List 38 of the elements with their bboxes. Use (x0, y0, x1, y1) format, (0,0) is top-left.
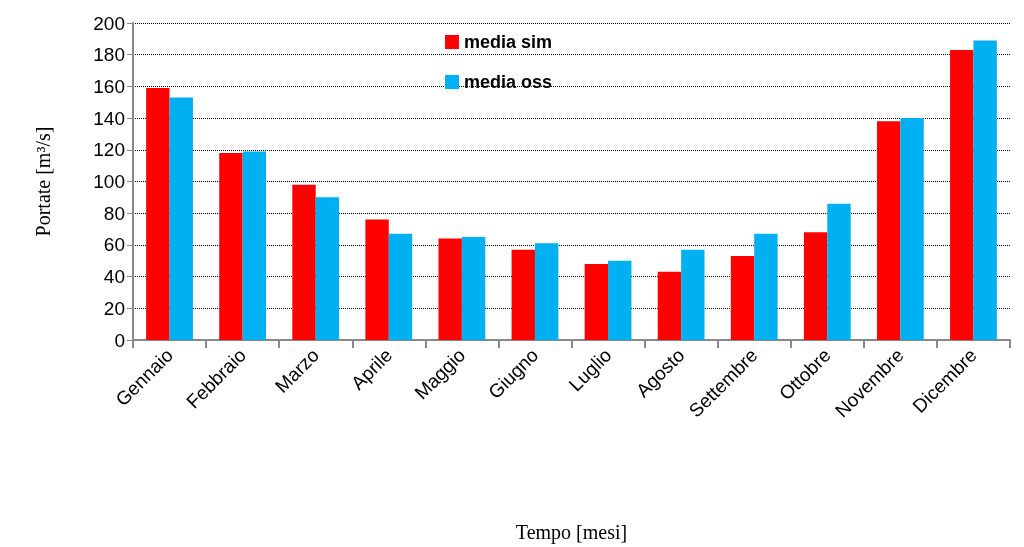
y-tick-label: 0 (114, 329, 125, 351)
y-axis-title: Portate [m³/s] (32, 126, 54, 237)
bar (584, 263, 609, 340)
y-tick-label: 60 (103, 234, 125, 256)
bar (803, 232, 828, 340)
bar (438, 238, 462, 340)
legend-label: media sim (464, 32, 553, 52)
y-tick-label: 120 (93, 139, 125, 161)
x-axis-title: Tempo [mesi] (515, 521, 628, 544)
bar (827, 203, 851, 340)
bar (315, 197, 340, 340)
y-tick-label: 20 (103, 297, 125, 319)
y-tick-label: 140 (93, 107, 125, 129)
bar (900, 118, 924, 340)
bar (754, 233, 778, 340)
y-tick-label: 40 (103, 266, 125, 288)
y-tick-label: 200 (93, 12, 125, 34)
bar (534, 243, 559, 340)
bar (657, 271, 682, 340)
bar (973, 40, 997, 340)
bar (681, 249, 705, 340)
bar (219, 152, 243, 340)
bar (242, 151, 267, 340)
bar (608, 260, 632, 340)
y-tick-label: 180 (93, 44, 125, 66)
bar (388, 233, 413, 340)
bar (365, 219, 389, 340)
bar (730, 256, 755, 340)
y-tick-label: 100 (93, 171, 125, 192)
y-tick-label: 80 (103, 202, 125, 224)
bar (292, 184, 316, 340)
bar (146, 87, 170, 340)
bar (169, 97, 193, 340)
bar (876, 121, 901, 340)
bar (511, 249, 535, 340)
bar (950, 49, 974, 340)
y-tick-label: 160 (93, 75, 125, 97)
bar (461, 236, 486, 340)
